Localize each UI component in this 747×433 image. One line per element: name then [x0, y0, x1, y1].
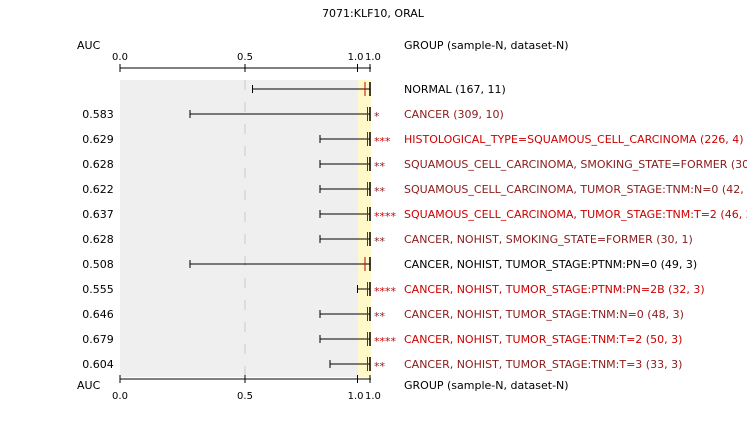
- top-tick-label: 1.0: [348, 52, 364, 63]
- significance-stars: **: [374, 160, 386, 173]
- top-axis: 0.0 0.5 1.0 1.0: [112, 52, 381, 72]
- forest-row: 0.508 CANCER, NOHIST, TUMOR_STAGE:PTNM:PN…: [82, 257, 697, 271]
- auc-value: 0.555: [82, 283, 114, 296]
- auc-value: 0.604: [82, 358, 114, 371]
- group-label: CANCER, NOHIST, TUMOR_STAGE:PTNM:PN=0 (4…: [404, 258, 697, 271]
- group-label: SQUAMOUS_CELL_CARCINOMA, TUMOR_STAGE:TNM…: [404, 183, 747, 196]
- auc-value: 0.508: [82, 258, 114, 271]
- group-header-top: GROUP (sample-N, dataset-N): [404, 39, 569, 52]
- group-label: SQUAMOUS_CELL_CARCINOMA, TUMOR_STAGE:TNM…: [404, 208, 747, 221]
- group-label: CANCER, NOHIST, SMOKING_STATE=FORMER (30…: [404, 233, 693, 246]
- significance-stars: ****: [374, 285, 397, 298]
- forest-row: NORMAL (167, 11): [252, 82, 506, 96]
- group-header-bottom: GROUP (sample-N, dataset-N): [404, 379, 569, 392]
- forest-row: 0.583 * CANCER (309, 10): [82, 107, 504, 123]
- bottom-tick-label: 1.0: [365, 391, 381, 402]
- forest-row: 0.628 ** CANCER, NOHIST, SMOKING_STATE=FOR…: [82, 232, 693, 248]
- bottom-axis: 0.0 0.5 1.0 1.0: [112, 375, 381, 402]
- significance-stars: ****: [374, 210, 397, 223]
- forest-row: 0.637 **** SQUAMOUS_CELL_CARCINOMA, TUMOR_…: [82, 207, 747, 223]
- top-tick-label: 0.5: [237, 52, 253, 63]
- top-tick-label: 0.0: [112, 52, 128, 63]
- auc-value: 0.637: [82, 208, 114, 221]
- bottom-tick-label: 0.0: [112, 391, 128, 402]
- forest-row: 0.604 ** CANCER, NOHIST, TUMOR_STAGE:TNM:T…: [82, 357, 682, 373]
- reference-band: [358, 80, 371, 377]
- group-label: SQUAMOUS_CELL_CARCINOMA, SMOKING_STATE=F…: [404, 158, 747, 171]
- auc-value: 0.629: [82, 133, 114, 146]
- bottom-tick-label: 0.5: [237, 391, 253, 402]
- auc-value: 0.679: [82, 333, 114, 346]
- auc-value: 0.646: [82, 308, 114, 321]
- forest-row: 0.555 **** CANCER, NOHIST, TUMOR_STAGE:PTN…: [82, 282, 705, 298]
- group-label: CANCER, NOHIST, TUMOR_STAGE:TNM:N=0 (48,…: [404, 308, 684, 321]
- chart-title: 7071:KLF10, ORAL: [322, 7, 425, 20]
- group-label: CANCER, NOHIST, TUMOR_STAGE:PTNM:PN=2B (…: [404, 283, 705, 296]
- auc-value: 0.622: [82, 183, 114, 196]
- auc-value: 0.583: [82, 108, 114, 121]
- significance-stars: ***: [374, 135, 391, 148]
- group-label: NORMAL (167, 11): [404, 83, 506, 96]
- group-label: CANCER (309, 10): [404, 108, 504, 121]
- significance-stars: **: [374, 310, 386, 323]
- significance-stars: **: [374, 360, 386, 373]
- forest-row: 0.629 *** HISTOLOGICAL_TYPE=SQUAMOUS_CELL_…: [82, 132, 744, 148]
- auc-header-top: AUC: [77, 39, 101, 52]
- forest-row: 0.628 ** SQUAMOUS_CELL_CARCINOMA, SMOKING_…: [82, 157, 747, 173]
- bottom-tick-label: 1.0: [348, 391, 364, 402]
- forest-row: 0.646 ** CANCER, NOHIST, TUMOR_STAGE:TNM:N…: [82, 307, 684, 323]
- significance-stars: *: [374, 110, 380, 123]
- significance-stars: ****: [374, 335, 397, 348]
- auc-value: 0.628: [82, 158, 114, 171]
- group-label: HISTOLOGICAL_TYPE=SQUAMOUS_CELL_CARCINOM…: [404, 133, 744, 146]
- significance-stars: **: [374, 185, 386, 198]
- forest-row: 0.679 **** CANCER, NOHIST, TUMOR_STAGE:TNM…: [82, 332, 682, 348]
- forest-row: 0.622 ** SQUAMOUS_CELL_CARCINOMA, TUMOR_ST…: [82, 182, 747, 198]
- forest-rows: NORMAL (167, 11)0.583 * CANCER (309, 10)0.…: [82, 82, 747, 373]
- group-label: CANCER, NOHIST, TUMOR_STAGE:TNM:T=2 (50,…: [404, 333, 682, 346]
- top-tick-label: 1.0: [365, 52, 381, 63]
- significance-stars: **: [374, 235, 386, 248]
- auc-header-bottom: AUC: [77, 379, 101, 392]
- group-label: CANCER, NOHIST, TUMOR_STAGE:TNM:T=3 (33,…: [404, 358, 682, 371]
- auc-value: 0.628: [82, 233, 114, 246]
